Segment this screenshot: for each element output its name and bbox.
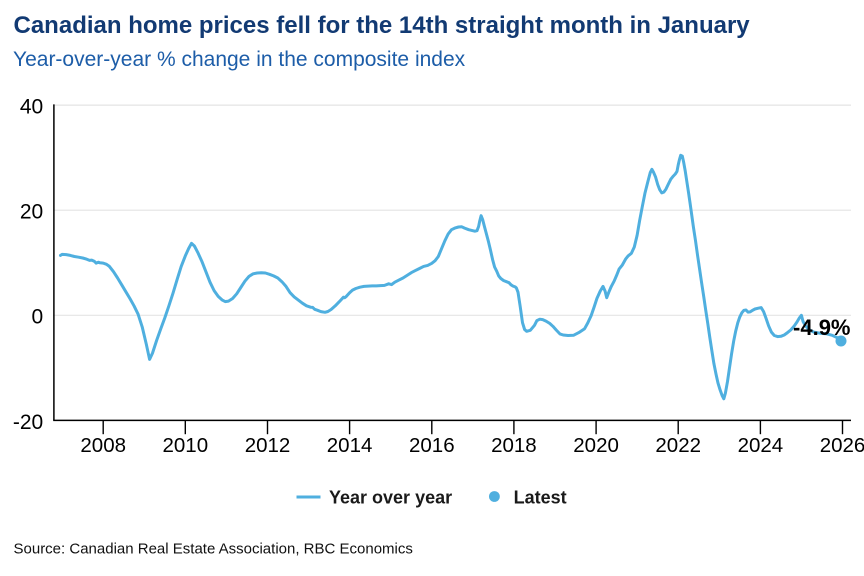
svg-text:Canadian home prices fell for: Canadian home prices fell for the 14th s… <box>14 12 751 39</box>
svg-text:Year-over-year % change in the: Year-over-year % change in the composite… <box>13 48 466 71</box>
svg-text:2020: 2020 <box>573 434 619 457</box>
svg-text:2022: 2022 <box>655 434 701 457</box>
svg-text:2016: 2016 <box>409 434 455 457</box>
svg-text:2018: 2018 <box>491 434 537 457</box>
svg-text:2010: 2010 <box>162 434 208 457</box>
svg-text:2024: 2024 <box>738 434 784 457</box>
svg-text:-20: -20 <box>13 411 43 434</box>
svg-text:Source: Canadian Real Estate A: Source: Canadian Real Estate Association… <box>14 541 413 558</box>
svg-text:2026: 2026 <box>820 434 864 457</box>
svg-text:20: 20 <box>20 201 43 224</box>
svg-text:2012: 2012 <box>245 434 291 457</box>
svg-text:Latest: Latest <box>514 487 567 507</box>
svg-text:-4.9%: -4.9% <box>793 315 850 340</box>
svg-text:Year over year: Year over year <box>329 487 452 507</box>
svg-text:40: 40 <box>20 96 43 119</box>
svg-text:2014: 2014 <box>327 434 373 457</box>
svg-text:2008: 2008 <box>80 434 126 457</box>
svg-text:0: 0 <box>32 306 44 329</box>
